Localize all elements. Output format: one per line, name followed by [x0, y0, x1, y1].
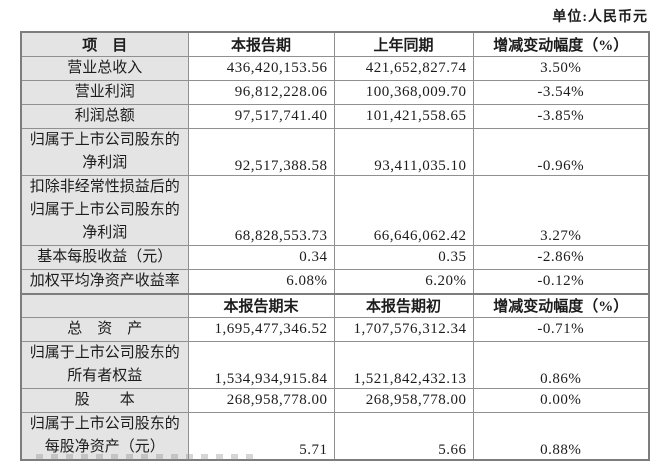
value-change: -3.85%	[472, 103, 650, 129]
table-row-net-profit-after-nonrecurring: 扣除非经常性损益后的 归属于上市公司股东的 净利润 68,828,553.73 …	[20, 174, 650, 246]
value-change: -3.54%	[472, 79, 650, 105]
value-current: 97,517,741.40	[187, 103, 335, 129]
value-current: 96,812,228.06	[187, 79, 335, 105]
header-change-percent: 增减变动幅度（%）	[472, 292, 650, 318]
value-change: 3.50%	[472, 55, 650, 81]
value-prior: 6.20%	[333, 268, 474, 294]
value-prior: 100,368,009.70	[333, 79, 474, 105]
value-change: 0.88%	[472, 412, 650, 461]
value-prior: 93,411,035.10	[333, 127, 474, 176]
row-label-line: 归属于上市公司股东的	[29, 416, 180, 432]
table-row-total-assets: 总 资 产 1,695,477,346.52 1,707,576,312.34 …	[20, 317, 650, 342]
row-label: 加权平均净资产收益率	[29, 272, 180, 289]
header-period-begin: 本报告期初	[333, 292, 474, 318]
value-current: 1,695,477,346.52	[187, 317, 335, 342]
table-row-total-revenue: 营业总收入 436,420,153.56 421,652,827.74 3.50…	[20, 55, 650, 81]
value-current: 92,517,388.58	[187, 127, 335, 176]
financial-summary-table: 项 目 本报告期 上年同期 增减变动幅度（%） 营业总收入 436,420,15…	[20, 31, 650, 461]
row-label-line: 扣除非经常性损益后的	[29, 178, 180, 195]
value-change: -0.96%	[472, 127, 650, 176]
value-change: -0.71%	[472, 317, 650, 342]
period-end-header-row: 本报告期末 本报告期初 增减变动幅度（%）	[20, 292, 650, 318]
row-label: 股 本	[74, 392, 135, 408]
currency-unit-label: 单位:人民币元	[552, 10, 648, 25]
value-current: 1,534,934,915.84	[187, 341, 335, 389]
value-prior: 1,521,842,432.13	[333, 341, 474, 389]
table-row-owners-equity: 归属于上市公司股东的 所有者权益 1,534,934,915.84 1,521,…	[20, 341, 650, 389]
value-prior: 421,652,827.74	[333, 55, 474, 81]
row-label-line: 归属于上市公司股东的	[29, 131, 180, 148]
period-header-row: 项 目 本报告期 上年同期 增减变动幅度（%）	[20, 31, 650, 57]
value-prior: 268,958,778.00	[333, 388, 474, 413]
row-label-line: 净利润	[82, 154, 128, 171]
row-label-line: 每股净资产（元）	[44, 439, 165, 455]
row-label: 营业利润	[74, 83, 135, 100]
row-label-line: 所有者权益	[67, 368, 143, 384]
value-prior: 5.66	[333, 412, 474, 461]
table-row-basic-eps: 基本每股收益（元） 0.34 0.35 -2.86%	[20, 244, 650, 270]
value-current: 268,958,778.00	[187, 388, 335, 413]
value-change: -2.86%	[472, 244, 650, 270]
value-prior: 66,646,062.42	[333, 174, 474, 246]
header-item: 项 目	[20, 31, 189, 57]
row-label: 利润总额	[74, 107, 135, 124]
header-change-percent: 增减变动幅度（%）	[472, 31, 650, 57]
value-current: 5.71	[187, 412, 335, 461]
value-change: -0.12%	[472, 268, 650, 294]
header-period-end: 本报告期末	[187, 292, 335, 318]
header-current-period: 本报告期	[187, 31, 335, 57]
value-change: 0.86%	[472, 341, 650, 389]
row-label: 基本每股收益（元）	[37, 248, 173, 265]
value-prior: 1,707,576,312.34	[333, 317, 474, 342]
row-label-line: 净利润	[82, 224, 128, 241]
row-label: 总 资 产	[67, 321, 143, 337]
value-current: 68,828,553.73	[187, 174, 335, 246]
table-row-total-profit: 利润总额 97,517,741.40 101,421,558.65 -3.85%	[20, 103, 650, 129]
table-row-operating-profit: 营业利润 96,812,228.06 100,368,009.70 -3.54%	[20, 79, 650, 105]
table-row-net-profit: 归属于上市公司股东的 净利润 92,517,388.58 93,411,035.…	[20, 127, 650, 176]
value-current: 6.08%	[187, 268, 335, 294]
value-prior: 101,421,558.65	[333, 103, 474, 129]
value-current: 0.34	[187, 244, 335, 270]
row-label-line: 归属于上市公司股东的	[29, 201, 180, 218]
row-label-line: 归属于上市公司股东的	[29, 345, 180, 361]
value-change: 0.00%	[472, 388, 650, 413]
value-change: 3.27%	[472, 174, 650, 246]
value-current: 436,420,153.56	[187, 55, 335, 81]
table-row-net-assets-per-share: 归属于上市公司股东的 每股净资产（元） 5.71 5.66 0.88%	[20, 412, 650, 461]
table-row-weighted-roe: 加权平均净资产收益率 6.08% 6.20% -0.12%	[20, 268, 650, 294]
table-row-share-capital: 股 本 268,958,778.00 268,958,778.00 0.00%	[20, 388, 650, 413]
value-prior: 0.35	[333, 244, 474, 270]
row-label: 营业总收入	[67, 59, 143, 76]
header-blank	[20, 292, 189, 318]
clipped-text-artifact	[36, 454, 261, 460]
header-prior-period: 上年同期	[333, 31, 474, 57]
